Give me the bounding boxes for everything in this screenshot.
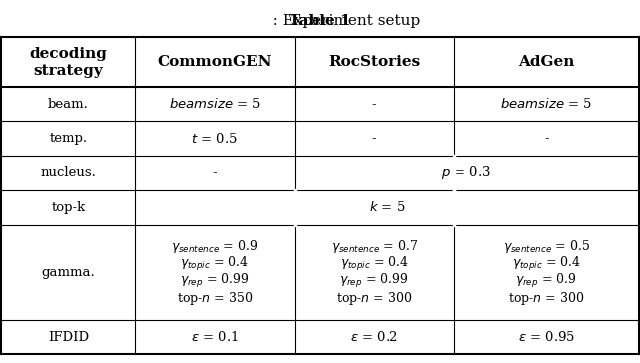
Text: top-$n$ = 350: top-$n$ = 350	[177, 290, 253, 307]
Text: : Experiment setup: : Experiment setup	[220, 14, 420, 28]
Text: $\it{p}$ = 0.3: $\it{p}$ = 0.3	[442, 164, 492, 182]
Text: top-k: top-k	[51, 201, 85, 214]
Text: $\varepsilon$ = 0.95: $\varepsilon$ = 0.95	[518, 330, 575, 344]
Text: -: -	[544, 132, 548, 145]
Text: -: -	[372, 132, 376, 145]
Text: $\varepsilon$ = 0.1: $\varepsilon$ = 0.1	[191, 330, 239, 344]
Text: decoding
strategy: decoding strategy	[29, 46, 108, 78]
Text: $\it{t}$ = 0.5: $\it{t}$ = 0.5	[191, 132, 238, 146]
Text: $\gamma_{rep}$ = 0.99: $\gamma_{rep}$ = 0.99	[339, 272, 409, 290]
Text: $\it{k}$ = 5: $\it{k}$ = 5	[369, 200, 405, 215]
Text: $\gamma_{topic}$ = 0.4: $\gamma_{topic}$ = 0.4	[180, 255, 250, 273]
Text: $\gamma_{topic}$ = 0.4: $\gamma_{topic}$ = 0.4	[512, 255, 580, 273]
Text: $\gamma_{sentence}$ = 0.5: $\gamma_{sentence}$ = 0.5	[502, 238, 589, 255]
Text: $\it{beamsize}$ = 5: $\it{beamsize}$ = 5	[169, 97, 261, 111]
Text: $\gamma_{topic}$ = 0.4: $\gamma_{topic}$ = 0.4	[340, 255, 409, 273]
Text: CommonGEN: CommonGEN	[157, 55, 272, 69]
Text: gamma.: gamma.	[42, 266, 95, 279]
Text: temp.: temp.	[49, 132, 87, 145]
Text: -: -	[212, 167, 217, 179]
Text: beam.: beam.	[48, 98, 89, 111]
Text: $\it{beamsize}$ = 5: $\it{beamsize}$ = 5	[500, 97, 592, 111]
Text: Table 1: Table 1	[289, 14, 351, 28]
Text: top-$n$ = 300: top-$n$ = 300	[336, 290, 412, 307]
Text: -: -	[372, 98, 376, 111]
Text: nucleus.: nucleus.	[40, 167, 96, 179]
Text: $\gamma_{rep}$ = 0.99: $\gamma_{rep}$ = 0.99	[180, 272, 250, 290]
Text: $\gamma_{sentence}$ = 0.9: $\gamma_{sentence}$ = 0.9	[172, 238, 259, 255]
Text: $\varepsilon$ = 0.2: $\varepsilon$ = 0.2	[350, 330, 398, 344]
Text: IFDID: IFDID	[48, 331, 89, 344]
Text: AdGen: AdGen	[518, 55, 575, 69]
Text: RocStories: RocStories	[328, 55, 420, 69]
Text: top-$n$ = 300: top-$n$ = 300	[508, 290, 584, 307]
Text: $\gamma_{rep}$ = 0.9: $\gamma_{rep}$ = 0.9	[515, 272, 577, 290]
Text: $\gamma_{sentence}$ = 0.7: $\gamma_{sentence}$ = 0.7	[331, 238, 418, 255]
